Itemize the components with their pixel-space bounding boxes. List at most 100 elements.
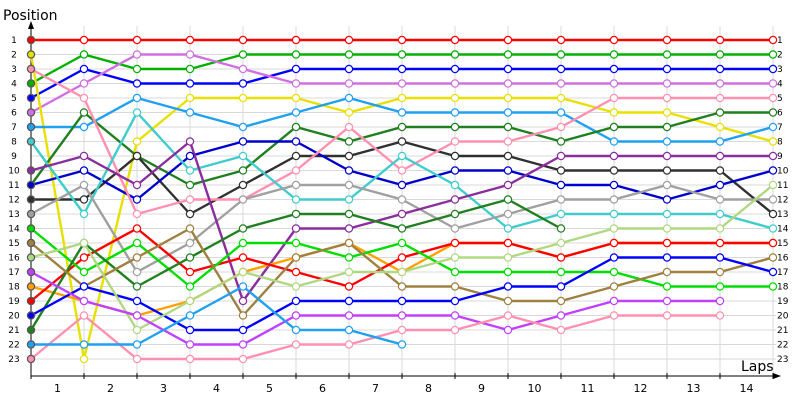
series-point-8 <box>238 180 248 190</box>
series-point-11 <box>79 209 89 219</box>
y-tick-label-left: 19 <box>8 297 20 307</box>
series-point-3 <box>26 93 36 103</box>
series-point-12 <box>556 195 566 204</box>
series-point-22 <box>715 311 725 320</box>
y-tick-label-right: 8 <box>777 138 783 148</box>
series-point-6 <box>291 108 301 117</box>
series-point-19 <box>503 282 513 291</box>
series-point-19 <box>344 296 354 306</box>
y-tick-label-right: 21 <box>777 326 788 336</box>
series-point-3 <box>79 64 89 74</box>
series-point-9 <box>503 166 513 175</box>
series-point-6 <box>344 93 354 103</box>
y-tick-label-left: 23 <box>8 355 19 365</box>
y-tick-label-right: 10 <box>777 167 789 177</box>
series-point-3 <box>556 64 566 74</box>
series-point-7 <box>238 166 248 175</box>
series-point-23 <box>291 325 301 335</box>
series-point-4 <box>450 79 460 88</box>
series-point-9 <box>397 180 407 190</box>
series-point-22 <box>556 325 566 335</box>
series-point-18 <box>397 282 407 291</box>
series-point-8 <box>768 209 778 219</box>
series-point-1 <box>609 35 619 45</box>
series-point-6 <box>238 122 248 132</box>
series-point-4 <box>609 79 619 88</box>
series-point-5 <box>132 137 142 146</box>
x-tick-label: 3 <box>160 382 167 395</box>
series-point-17 <box>132 282 142 291</box>
series-point-4 <box>291 79 301 88</box>
series-point-11 <box>26 137 36 146</box>
series-point-8 <box>609 166 619 175</box>
series-point-18 <box>344 238 354 248</box>
series-point-4 <box>715 79 725 88</box>
series-point-18 <box>132 253 142 262</box>
y-tick-label-left: 9 <box>11 152 17 162</box>
series-point-20 <box>662 224 672 233</box>
series-point-11 <box>768 224 778 233</box>
x-tick-label: 2 <box>107 382 114 395</box>
series-point-22 <box>238 354 248 364</box>
series-markers <box>26 35 778 364</box>
y-tick-label-right: 13 <box>777 210 788 220</box>
y-tick-label-right: 22 <box>777 341 788 351</box>
series-point-19 <box>79 282 89 291</box>
series-point-17 <box>344 209 354 219</box>
series-point-4 <box>503 79 513 88</box>
series-point-16 <box>344 253 354 262</box>
y-tick-label-left: 21 <box>8 326 19 336</box>
series-point-3 <box>344 64 354 74</box>
y-tick-label-left: 4 <box>11 80 17 90</box>
series-point-9 <box>26 180 36 190</box>
series-point-20 <box>768 180 778 190</box>
series-point-7 <box>662 122 672 132</box>
series-point-12 <box>238 195 248 204</box>
series-point-15 <box>132 224 142 233</box>
series-point-10 <box>185 195 195 204</box>
series-point-6 <box>79 122 89 132</box>
series-point-4 <box>397 79 407 88</box>
series-point-10 <box>556 122 566 132</box>
x-tick-label: 13 <box>687 382 701 395</box>
y-tick-label-right: 20 <box>777 312 789 322</box>
series-point-2 <box>26 79 36 88</box>
series-point-17 <box>397 224 407 233</box>
series-point-20 <box>344 267 354 277</box>
series-point-10 <box>450 137 460 146</box>
series-point-10 <box>503 137 513 146</box>
series-point-23 <box>185 311 195 320</box>
y-tick-label-left: 8 <box>11 138 17 148</box>
series-point-17 <box>556 224 566 233</box>
y-tick-label-left: 11 <box>8 181 19 191</box>
series-point-6 <box>609 137 619 146</box>
series-point-7 <box>609 122 619 132</box>
series-point-18 <box>26 238 36 248</box>
y-tick-label-right: 7 <box>777 123 783 133</box>
series-point-11 <box>609 209 619 219</box>
series-point-13 <box>397 209 407 219</box>
series-point-9 <box>768 166 778 175</box>
series-point-6 <box>556 108 566 117</box>
series-point-15 <box>397 253 407 262</box>
y-tick-label-left: 5 <box>11 94 17 104</box>
x-tick-label: 9 <box>478 382 485 395</box>
series-point-11 <box>185 166 195 175</box>
series-point-1 <box>132 35 142 45</box>
y-tick-label-right: 11 <box>777 181 788 191</box>
series-point-19 <box>397 296 407 306</box>
series-point-3 <box>238 79 248 88</box>
series-point-8 <box>450 151 460 161</box>
series-point-18 <box>662 267 672 277</box>
y-tick-label-left: 13 <box>8 210 19 220</box>
series-point-13 <box>662 151 672 161</box>
series-point-2 <box>397 50 407 59</box>
series-point-7 <box>185 180 195 190</box>
series-point-15 <box>556 253 566 262</box>
series-point-8 <box>185 209 195 219</box>
series-point-6 <box>503 108 513 117</box>
y-tick-label-right: 23 <box>777 355 788 365</box>
series-point-13 <box>185 137 195 146</box>
series-point-4 <box>556 79 566 88</box>
series-point-2 <box>768 50 778 59</box>
